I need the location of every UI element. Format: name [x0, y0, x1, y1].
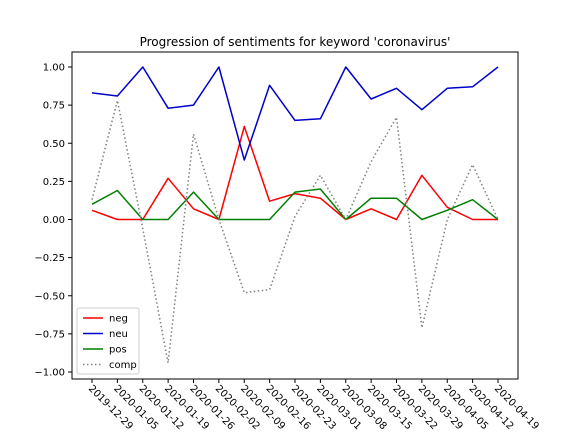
data-point-comp — [167, 362, 169, 364]
data-point-neg — [117, 219, 119, 221]
chart-title: Progression of sentiments for keyword 'c… — [140, 35, 451, 49]
data-point-pos — [193, 191, 195, 193]
data-point-neu — [91, 92, 93, 94]
series-line-neg — [91, 125, 498, 221]
data-point-pos — [91, 203, 93, 205]
legend-label-comp: comp — [109, 360, 137, 371]
data-point-comp — [320, 174, 322, 176]
data-point-neg — [320, 197, 322, 199]
data-point-neu — [167, 107, 169, 109]
y-tick-label: 0.75 — [43, 101, 65, 112]
y-tick-label: 1.00 — [43, 63, 65, 74]
data-point-pos — [243, 219, 245, 221]
data-point-pos — [117, 190, 119, 192]
data-point-comp — [218, 219, 220, 221]
y-tick-label: 0.50 — [43, 139, 65, 150]
data-point-comp — [269, 289, 271, 291]
y-tick-label: 0.25 — [43, 177, 65, 188]
data-point-comp — [294, 216, 296, 218]
data-point-neg — [370, 208, 372, 210]
data-point-comp — [91, 199, 93, 201]
data-point-pos — [142, 219, 144, 221]
data-point-comp — [345, 219, 347, 221]
data-point-comp — [117, 100, 119, 102]
y-tick-label: −0.50 — [34, 291, 65, 302]
plot-frame — [71, 51, 519, 380]
data-point-pos — [472, 199, 474, 201]
data-point-comp — [446, 219, 448, 221]
y-tick-label: 0.00 — [43, 215, 65, 226]
legend: neg neu pos comp — [76, 307, 140, 375]
series-line-comp — [91, 99, 499, 364]
data-point-comp — [243, 292, 245, 294]
data-point-neu — [446, 88, 448, 90]
data-point-pos — [320, 188, 322, 190]
data-point-neu — [370, 98, 372, 100]
data-point-comp — [497, 219, 499, 221]
data-point-neu — [193, 104, 195, 106]
data-point-neg — [269, 200, 271, 202]
data-point-neu — [497, 66, 499, 68]
data-point-pos — [167, 219, 169, 221]
data-point-neu — [320, 118, 322, 120]
data-point-neu — [243, 159, 245, 161]
data-point-comp — [193, 133, 195, 135]
data-point-neg — [421, 174, 423, 176]
data-point-neg — [243, 126, 245, 128]
series-line-pos — [91, 188, 499, 221]
legend-label-neu: neu — [109, 329, 128, 340]
data-point-neu — [345, 66, 347, 68]
data-point-pos — [446, 210, 448, 212]
data-point-comp — [421, 327, 423, 329]
data-point-pos — [269, 219, 271, 221]
data-point-neu — [396, 88, 398, 90]
data-point-neu — [472, 86, 474, 88]
data-point-neu — [421, 109, 423, 111]
data-point-neg — [472, 219, 474, 221]
data-point-pos — [421, 219, 423, 221]
data-point-neg — [193, 208, 195, 210]
data-point-neg — [446, 207, 448, 209]
data-point-neu — [218, 66, 220, 68]
y-tick-label: −0.25 — [34, 253, 65, 264]
data-point-neu — [142, 66, 144, 68]
legend-label-neg: neg — [109, 314, 128, 325]
legend-box — [76, 307, 140, 375]
data-point-comp — [370, 161, 372, 163]
y-tick-label: −1.00 — [34, 368, 65, 379]
data-point-pos — [294, 191, 296, 193]
data-point-pos — [370, 197, 372, 199]
data-point-neg — [91, 210, 93, 212]
data-point-neu — [294, 120, 296, 122]
data-point-comp — [142, 228, 144, 230]
data-point-comp — [472, 164, 474, 166]
series-line-neu — [91, 66, 499, 161]
data-point-neu — [117, 95, 119, 97]
data-point-neu — [269, 85, 271, 87]
data-point-comp — [396, 117, 398, 119]
data-point-pos — [396, 197, 398, 199]
legend-label-pos: pos — [109, 345, 127, 356]
data-point-neg — [167, 178, 169, 180]
y-tick-label: −0.75 — [34, 329, 65, 340]
data-point-neg — [396, 219, 398, 221]
